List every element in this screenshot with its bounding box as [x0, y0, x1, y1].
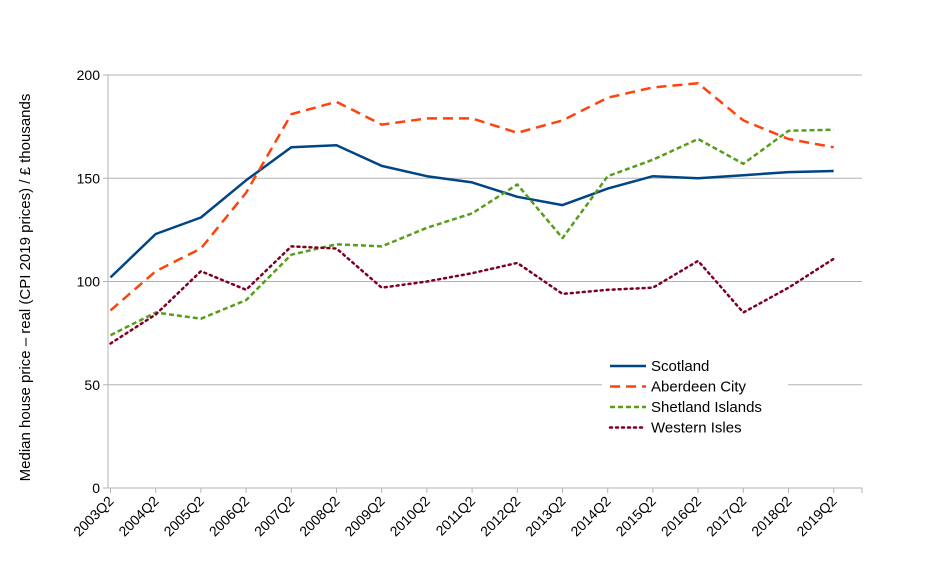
x-tick-label: 2011Q2 — [432, 493, 478, 539]
x-tick-label: 2017Q2 — [703, 493, 750, 540]
x-tick-label: 2012Q2 — [477, 493, 524, 540]
x-tick-label: 2006Q2 — [206, 493, 253, 540]
x-tick-label: 2015Q2 — [612, 493, 659, 540]
x-tick-label: 2013Q2 — [522, 493, 569, 540]
y-tick-label: 0 — [92, 480, 100, 496]
y-axis-title: Median house price – real (CPI 2019 pric… — [17, 94, 34, 482]
y-tick-label: 200 — [77, 67, 101, 83]
legend-label: Scotland — [651, 358, 709, 375]
x-tick-label: 2003Q2 — [70, 493, 117, 540]
legend-label: Western Isles — [651, 420, 742, 437]
legend-label: Aberdeen City — [651, 379, 747, 396]
x-tick-labels: 2003Q22004Q22005Q22006Q22007Q22008Q22009… — [70, 493, 840, 540]
y-tick-label: 150 — [77, 170, 101, 186]
x-tick-label: 2008Q2 — [296, 493, 343, 540]
x-tick-label: 2018Q2 — [748, 493, 795, 540]
y-tick-label: 50 — [84, 377, 100, 393]
x-tick-label: 2009Q2 — [341, 493, 388, 540]
series-lines — [109, 82, 835, 345]
legend-label: Shetland Islands — [651, 399, 762, 416]
x-tick-label: 2005Q2 — [160, 493, 207, 540]
axes — [103, 74, 863, 493]
y-tick-labels: 0 50 100 150 200 — [77, 67, 101, 496]
x-tick-label: 2014Q2 — [567, 493, 614, 540]
x-tick-label: 2007Q2 — [251, 493, 298, 540]
legend: Scotland Aberdeen City Shetland Islands Wes… — [602, 353, 788, 439]
y-tick-label: 100 — [77, 274, 101, 290]
series-line-western-isles — [109, 245, 835, 345]
x-tick-label: 2010Q2 — [386, 493, 433, 540]
series-line-aberdeen-city — [109, 82, 834, 312]
legend-background — [602, 353, 788, 439]
x-tick-label: 2004Q2 — [115, 493, 162, 540]
series-line-shetland-islands — [109, 128, 834, 337]
x-tick-label: 2019Q2 — [793, 493, 840, 540]
x-tick-label: 2016Q2 — [658, 493, 705, 540]
series-line-scotland — [109, 143, 834, 279]
